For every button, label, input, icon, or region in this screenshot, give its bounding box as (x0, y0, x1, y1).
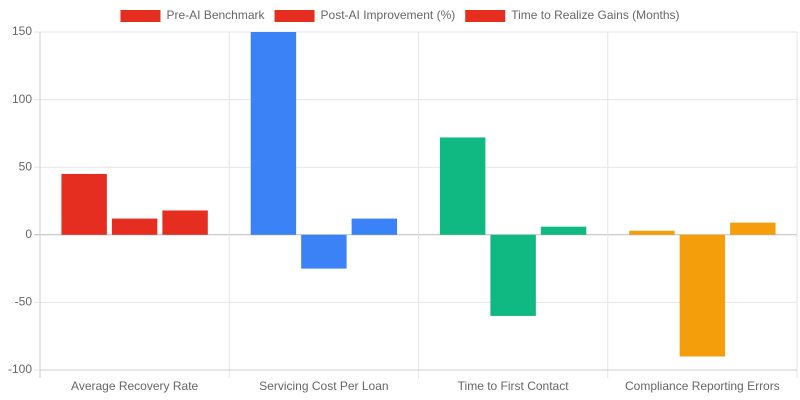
bar (162, 210, 208, 235)
bar (351, 218, 398, 235)
bar (679, 234, 726, 357)
bar (250, 32, 297, 235)
legend-swatch (274, 10, 315, 22)
bar (439, 137, 486, 235)
legend-label: Pre-AI Benchmark (166, 8, 265, 22)
bar (111, 218, 158, 235)
x-tick-label: Average Recovery Rate (71, 379, 199, 393)
y-tick-label: 100 (12, 92, 32, 106)
x-tick-label: Time to First Contact (458, 379, 570, 393)
x-tick-label: Compliance Reporting Errors (625, 379, 780, 393)
x-tick-label: Servicing Cost Per Loan (259, 379, 388, 393)
legend-swatch (120, 10, 161, 22)
bar (629, 230, 675, 235)
y-tick-label: 0 (25, 227, 32, 241)
y-tick-label: 150 (12, 24, 32, 38)
legend-label: Time to Realize Gains (Months) (511, 8, 679, 22)
legend-label: Post-AI Improvement (%) (321, 8, 456, 22)
bar (490, 234, 536, 316)
bar (61, 173, 107, 235)
y-tick-label: -100 (8, 362, 32, 376)
y-tick-label: 50 (19, 159, 33, 173)
y-tick-label: -50 (15, 295, 33, 309)
bar (540, 226, 587, 235)
bar (730, 222, 776, 235)
bar (301, 234, 347, 269)
legend-swatch (465, 10, 506, 22)
